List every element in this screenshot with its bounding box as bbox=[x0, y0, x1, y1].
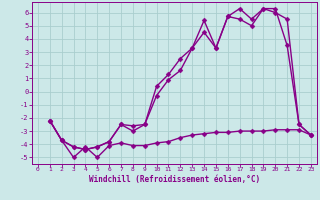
X-axis label: Windchill (Refroidissement éolien,°C): Windchill (Refroidissement éolien,°C) bbox=[89, 175, 260, 184]
